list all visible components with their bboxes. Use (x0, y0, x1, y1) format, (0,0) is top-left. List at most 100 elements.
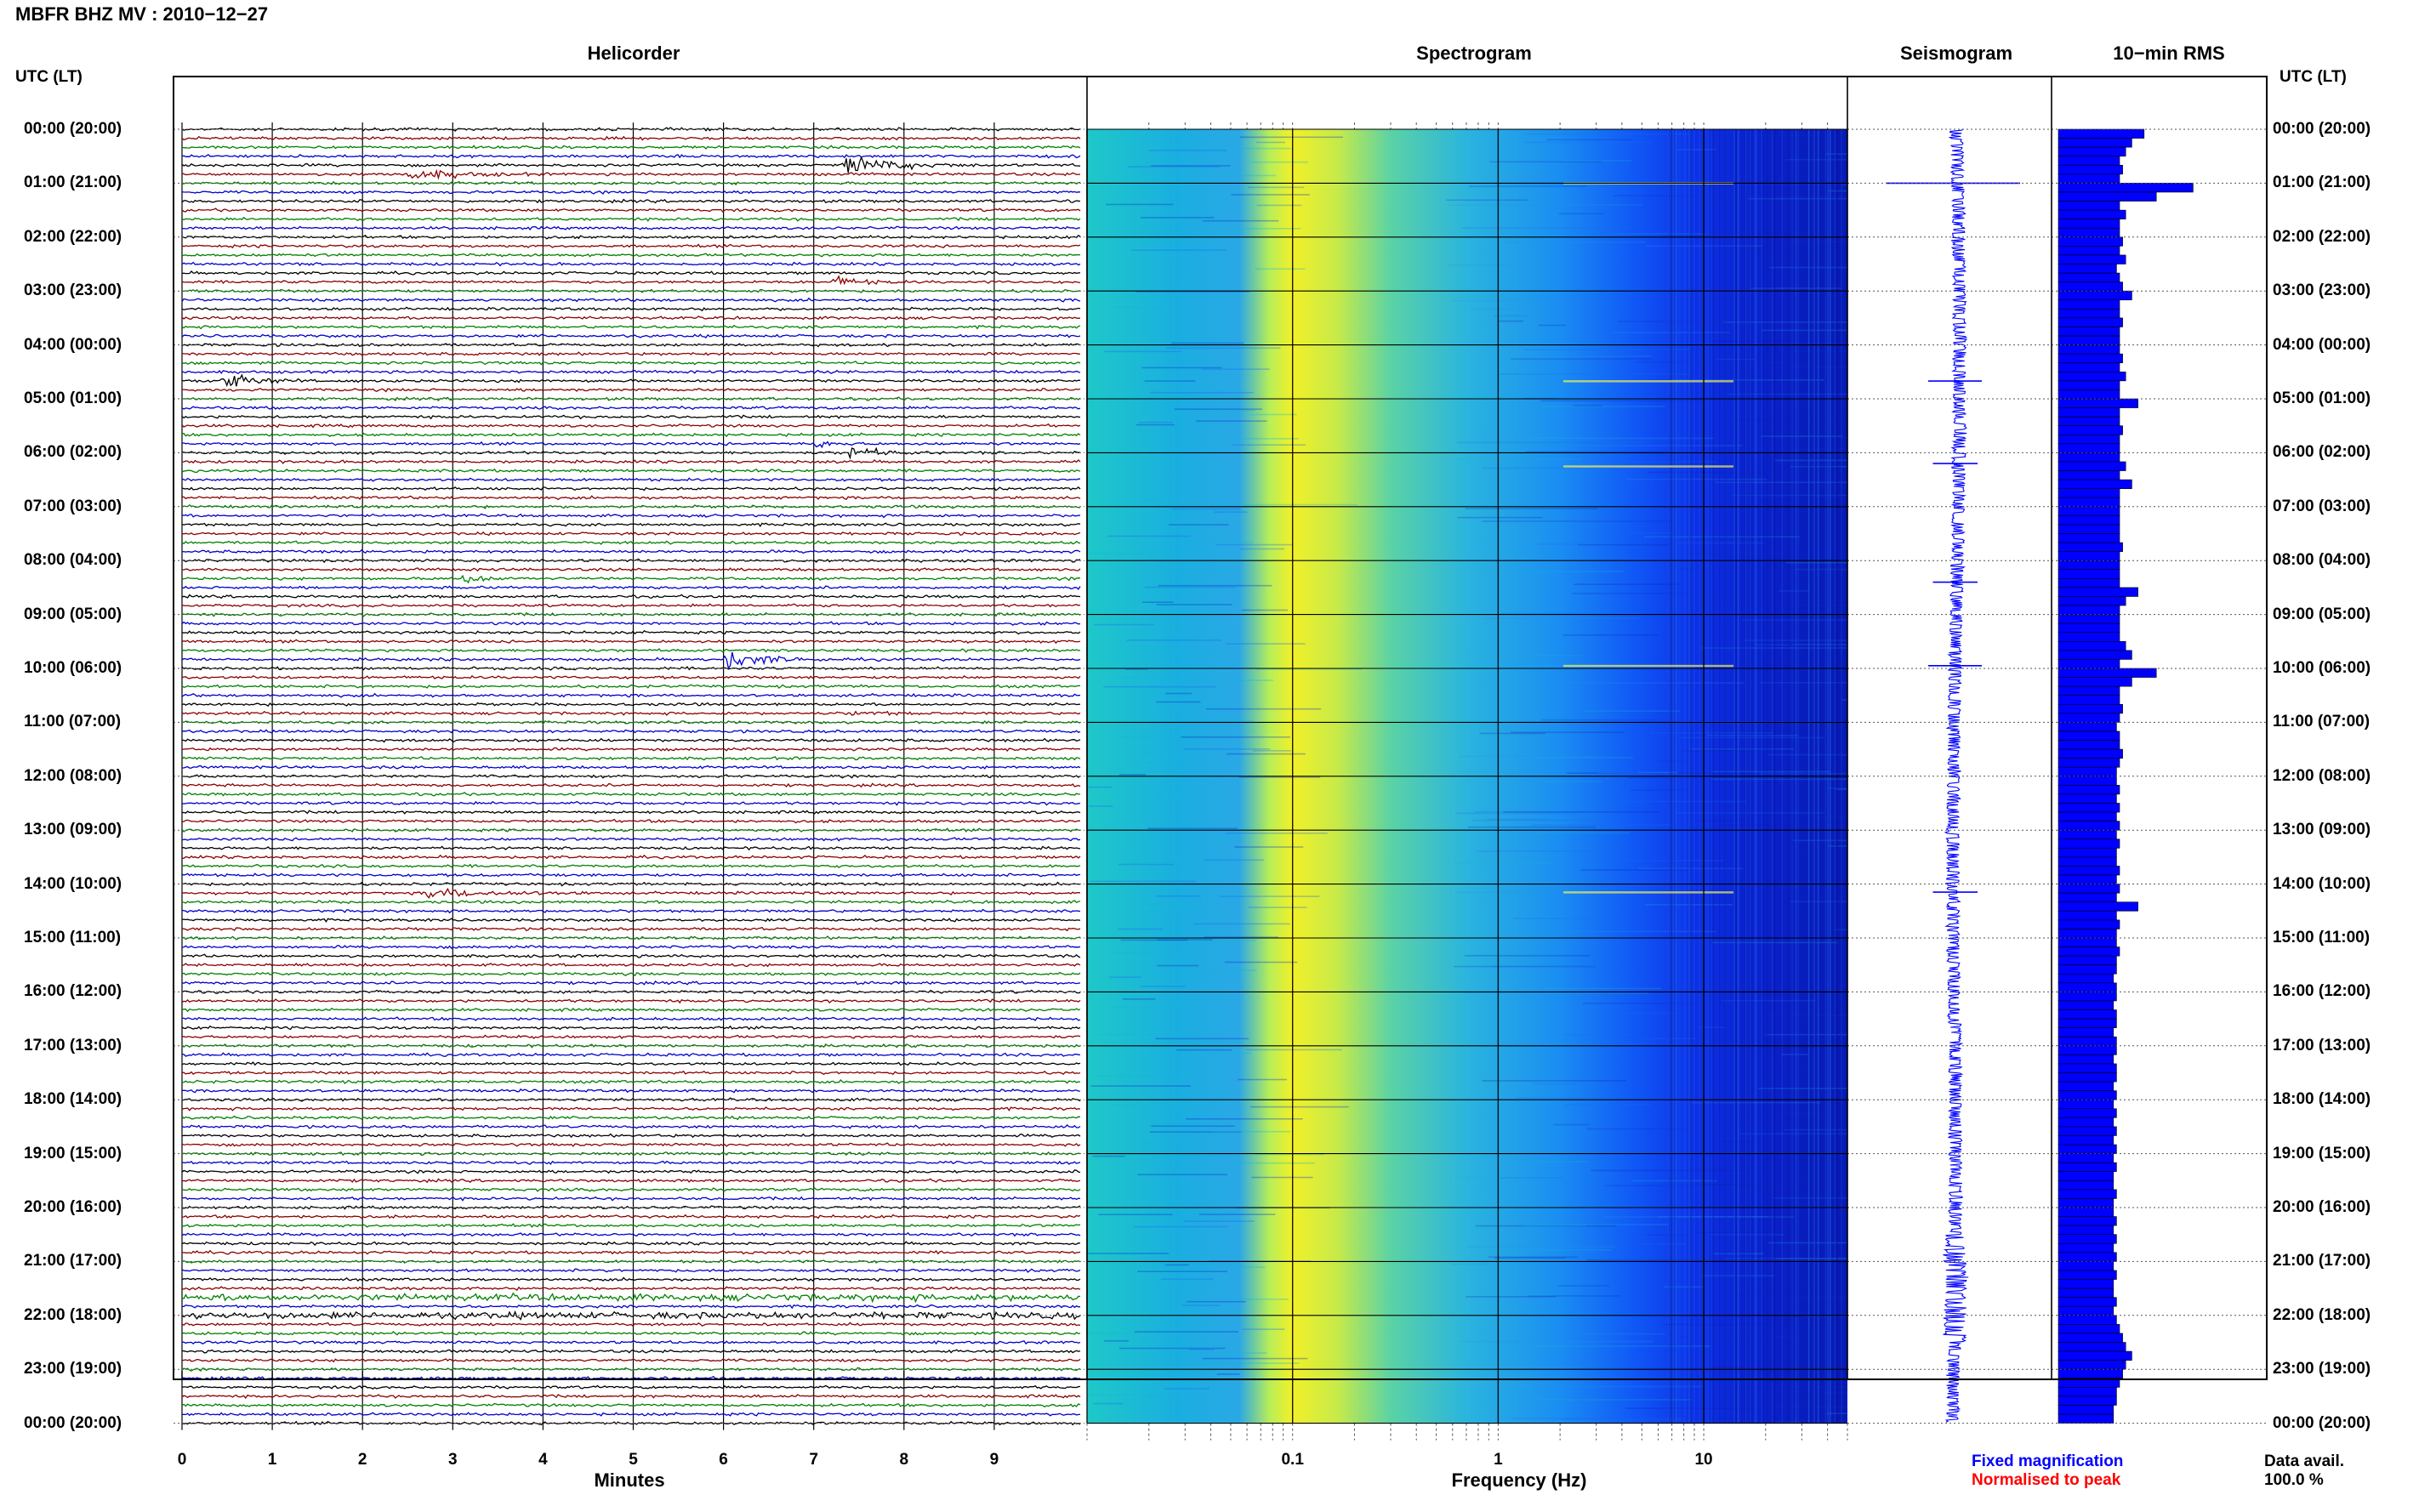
rms-bar (2058, 443, 2120, 453)
rms-bar (2058, 605, 2120, 615)
rms-bar (2058, 1063, 2117, 1073)
helicorder-trace (181, 926, 1081, 932)
spectrogram-noise-strip (1488, 1043, 1547, 1045)
helicorder-trace (181, 881, 1081, 887)
spectrogram-noise-strip (1137, 832, 1159, 834)
spectrogram-noise-strip (1673, 721, 1844, 723)
rms-bar (2058, 919, 2120, 929)
spectrogram-noise-strip (1151, 165, 1231, 167)
spectrogram-noise-strip (1701, 1275, 1775, 1277)
rms-bar (2058, 569, 2120, 579)
spectrogram-noise-strip (1169, 1105, 1215, 1107)
spectrogram-noise-strip (1773, 1258, 1847, 1259)
spectrogram-noise-strip (1144, 586, 1236, 588)
spectrogram-noise-strip (1168, 679, 1273, 681)
helicorder-trace (181, 423, 1081, 429)
helicorder-trace (181, 414, 1081, 420)
spectrogram-noise-strip (1648, 731, 1774, 734)
spectrogram-noise-strip (1124, 668, 1148, 670)
helicorder-trace (181, 549, 1081, 554)
spectrogram-noise-strip (1087, 1253, 1170, 1254)
helicorder-trace (181, 574, 1081, 584)
rms-bar (2058, 793, 2117, 804)
spectrogram-noise-strip (1641, 1037, 1697, 1040)
y-tick-label-left: 22:00 (18:00) (24, 1305, 122, 1324)
helicorder-trace (181, 887, 1081, 899)
rms-bar (2058, 1315, 2117, 1325)
y-tick-label-left: 14:00 (10:00) (24, 874, 122, 893)
spectrogram-noise-strip (1160, 1278, 1214, 1281)
helicorder-trace (181, 1007, 1081, 1013)
spectrogram-noise-strip (1564, 1034, 1631, 1036)
spectrogram-noise-strip (1749, 287, 1842, 289)
rms-bar (2058, 1242, 2114, 1253)
spectrogram-noise-strip (1784, 350, 1847, 352)
helicorder-trace (181, 1358, 1081, 1363)
spectrogram-noise-strip (1181, 541, 1254, 543)
spectrogram-noise-strip (1231, 194, 1310, 196)
helicorder-trace (181, 486, 1081, 492)
rms-bar (2058, 1324, 2120, 1334)
spectrogram-noise-strip (1162, 1266, 1266, 1268)
spectrogram-noise-strip (1522, 1225, 1586, 1227)
spectrogram-noise-strip (1192, 1362, 1300, 1364)
helicorder-trace (181, 1349, 1081, 1354)
y-tick-label-left: 03:00 (23:00) (24, 281, 122, 300)
spectrogram-noise-strip (1561, 355, 1652, 357)
spectrogram-noise-strip (1716, 358, 1755, 361)
spectrogram-noise-strip (1741, 1015, 1847, 1017)
y-tick-label-right: 03:00 (23:00) (2273, 282, 2371, 299)
spectrogram-noise-strip (1198, 719, 1255, 722)
helicorder-trace (181, 989, 1081, 995)
spectrogram-noise-strip (1664, 1323, 1847, 1326)
rms-bar (2058, 371, 2126, 382)
spectrogram-noise-strip (1204, 936, 1278, 938)
spectrogram-noise-strip (1603, 1012, 1676, 1015)
spectrogram-noise-strip (1525, 451, 1672, 452)
helicorder-trace (181, 629, 1081, 635)
helicorder-trace (181, 1178, 1081, 1184)
helicorder-trace (181, 1016, 1081, 1021)
spectrogram-noise-strip (1500, 612, 1639, 614)
rms-bar (2058, 1305, 2114, 1316)
helicorder-trace (181, 1151, 1081, 1157)
helicorder-trace (181, 782, 1081, 788)
spectrogram-noise-strip (1162, 568, 1238, 571)
y-tick-label-right: 04:00 (00:00) (2273, 336, 2371, 353)
spectrogram-event-streak (1563, 465, 1733, 468)
rms-bar (2058, 362, 2120, 372)
helicorder-trace (181, 1292, 1080, 1304)
spectrogram-noise-strip (1461, 227, 1632, 229)
helicorder-trace (181, 1123, 1081, 1129)
spectrogram-noise-strip (1149, 1131, 1242, 1133)
spectrogram-noise-strip (1456, 441, 1648, 444)
rms-bar (2058, 164, 2123, 175)
spectrogram-noise-strip (1122, 998, 1156, 1000)
spectrogram-noise-strip (1494, 1384, 1533, 1386)
helicorder-trace (181, 1310, 1081, 1321)
helicorder-trace (181, 737, 1081, 743)
spectrogram-noise-strip (1201, 368, 1270, 370)
helicorder-trace (181, 369, 1081, 374)
spectrogram-noise-strip (1802, 1315, 1847, 1317)
rms-bar (2058, 964, 2117, 975)
helicorder-trace (181, 998, 1081, 1004)
spectrogram-noise-strip (1759, 772, 1847, 775)
spectrogram-noise-strip (1093, 1402, 1124, 1405)
y-tick-label-left: 02:00 (22:00) (24, 227, 122, 246)
y-tick-label-left: 08:00 (04:00) (24, 551, 122, 570)
axis-left-label: UTC (LT) (15, 68, 83, 86)
spectrogram-noise-strip (1168, 184, 1196, 185)
rms-bar (2058, 766, 2117, 777)
spectrogram-noise-strip (1204, 409, 1255, 412)
spectrogram-noise-strip (1724, 1257, 1847, 1259)
helicorder-trace (181, 1339, 1081, 1345)
spectrogram-noise-strip (1136, 291, 1249, 293)
spectrogram-noise-strip (1454, 861, 1555, 864)
y-tick-label-right: 19:00 (15:00) (2273, 1145, 2371, 1162)
rms-bar (2058, 560, 2120, 571)
spectrogram-noise-strip (1089, 805, 1113, 807)
spectrogram-noise-strip (1586, 1128, 1749, 1130)
spectrogram-noise-strip (1787, 241, 1847, 243)
